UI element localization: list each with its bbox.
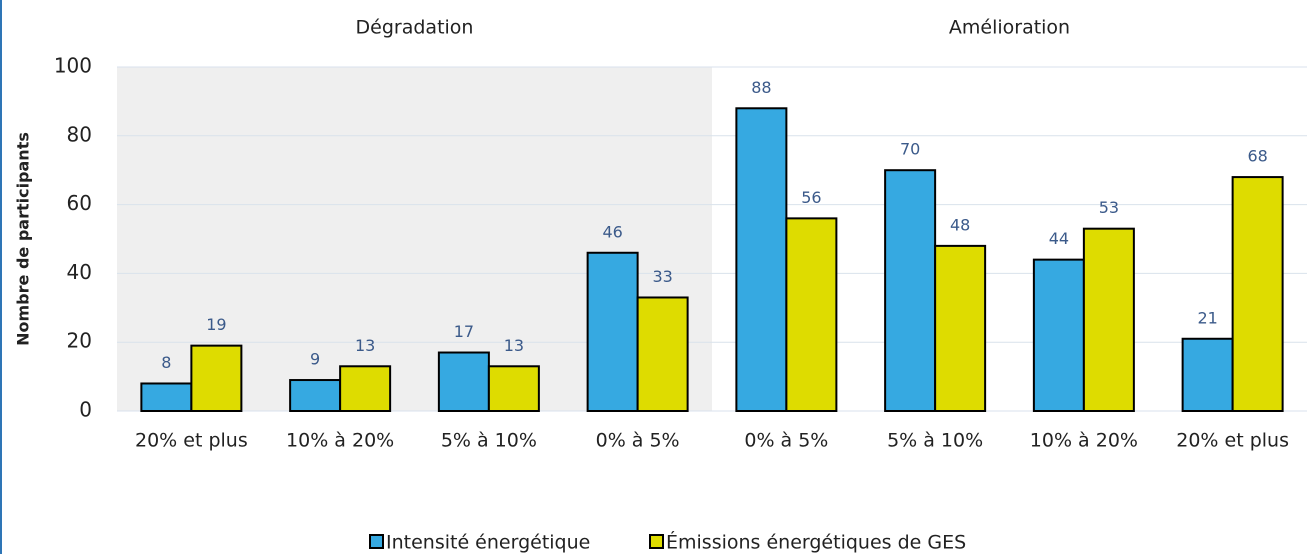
x-tick-label: 5% à 10% [887,430,983,452]
bar [934,244,987,412]
x-tick-label: 0% à 5% [744,430,828,452]
bar [735,107,788,412]
y-tick-label: 60 [67,191,92,215]
x-tick-label: 0% à 5% [596,430,680,452]
x-tick-label: 20% et plus [135,430,248,452]
x-tick-label: 10% à 20% [286,430,394,452]
bar [339,365,392,412]
x-tick-label: 5% à 10% [441,430,537,452]
y-tick-label: 40 [67,260,92,284]
value-label: 68 [1247,147,1267,166]
value-label: 33 [652,267,672,286]
value-label: 48 [950,215,970,234]
value-label: 13 [504,336,524,355]
value-label: 46 [602,222,622,241]
y-tick-label: 20 [67,329,92,353]
value-label: 13 [355,336,375,355]
value-label: 9 [310,350,320,369]
value-label: 44 [1049,229,1069,248]
bar [487,365,540,412]
y-tick-label: 80 [67,122,92,146]
legend-swatch [369,534,384,549]
bar [1181,337,1234,413]
bar [636,296,689,413]
y-axis-label: Nombre de participants [14,132,33,346]
value-label: 21 [1197,308,1217,327]
y-tick-label: 100 [54,54,92,78]
legend-label: Intensité énergétique [386,532,590,554]
bar [1231,176,1284,412]
value-label: 17 [454,322,474,341]
bar [785,217,838,412]
value-label: 19 [206,315,226,334]
value-label: 56 [801,188,821,207]
bar [586,251,639,412]
value-label: 70 [900,140,920,159]
bar [289,379,342,413]
x-tick-label: 20% et plus [1176,430,1289,452]
y-tick-label: 0 [79,398,92,422]
legend-swatch [649,534,664,549]
value-label: 8 [161,353,171,372]
bar [140,382,193,413]
legend-label: Émissions énergétiques de GES [666,531,966,554]
value-label: 53 [1099,198,1119,217]
bar [437,351,490,412]
bar [1032,258,1085,413]
bar [1082,227,1135,412]
group-title: Dégradation [356,17,474,39]
x-tick-label: 10% à 20% [1030,430,1138,452]
value-label: 88 [751,78,771,97]
bar [190,344,243,413]
group-title: Amélioration [949,17,1070,39]
bar [884,169,937,412]
